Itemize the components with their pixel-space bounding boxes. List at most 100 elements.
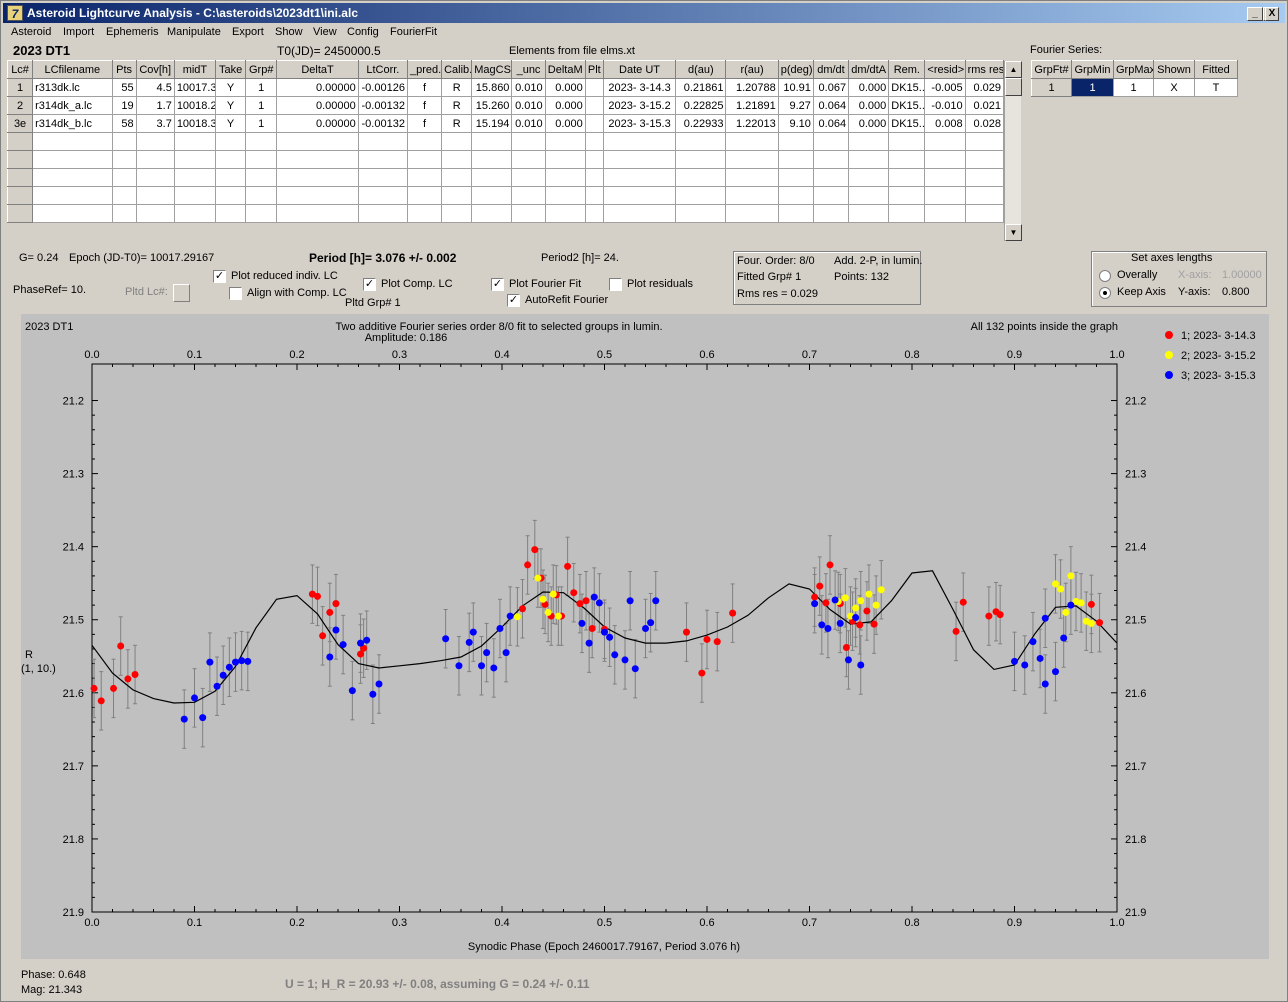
table-cell[interactable] <box>471 204 513 223</box>
table-cell[interactable] <box>471 132 513 151</box>
table-cell[interactable] <box>725 150 779 169</box>
table-cell[interactable]: 10017.3 <box>173 78 217 97</box>
table-cell[interactable] <box>245 204 278 223</box>
column-header[interactable]: Take <box>215 60 247 79</box>
table-cell[interactable] <box>215 132 247 151</box>
table-cell[interactable]: 9.10 <box>777 114 814 133</box>
table-scrollbar[interactable]: ▲ ▼ <box>1004 61 1022 241</box>
table-cell[interactable]: 0.029 <box>964 78 1005 97</box>
column-header[interactable]: r(au) <box>725 60 779 79</box>
table-cell[interactable] <box>245 168 278 187</box>
column-header[interactable]: _unc <box>511 60 546 79</box>
table-cell[interactable] <box>544 132 586 151</box>
column-header[interactable]: p(deg) <box>777 60 814 79</box>
row-header[interactable]: 3e <box>6 114 34 133</box>
table-cell[interactable] <box>357 168 408 187</box>
empty-row[interactable] <box>6 204 1005 223</box>
table-cell[interactable] <box>406 150 443 169</box>
table-cell[interactable]: 4.5 <box>135 78 175 97</box>
column-header[interactable]: Rem. <box>888 60 926 79</box>
table-cell[interactable]: 0.000 <box>848 96 890 115</box>
table-cell[interactable] <box>964 168 1005 187</box>
table-cell[interactable]: Y <box>215 96 247 115</box>
table-cell[interactable] <box>441 150 473 169</box>
menu-manipulate[interactable]: Manipulate <box>167 26 221 38</box>
column-header[interactable]: Cov[h] <box>135 60 175 79</box>
table-cell[interactable]: 0.00000 <box>276 78 359 97</box>
table-cell[interactable]: -0.00132 <box>357 114 408 133</box>
table-cell[interactable] <box>441 204 473 223</box>
table-cell[interactable] <box>135 150 175 169</box>
column-header[interactable]: <resid> <box>924 60 966 79</box>
table-cell[interactable] <box>725 186 779 205</box>
row-header[interactable] <box>6 204 34 223</box>
table-cell[interactable]: 0.000 <box>848 78 890 97</box>
table-cell[interactable] <box>725 132 779 151</box>
table-cell[interactable]: 1.22013 <box>725 114 779 133</box>
table-cell[interactable]: 0.00000 <box>276 96 359 115</box>
table-cell[interactable] <box>964 204 1005 223</box>
table-cell[interactable]: R <box>441 114 473 133</box>
table-cell[interactable] <box>215 150 247 169</box>
fourier-cell[interactable]: 1 <box>1031 78 1072 97</box>
table-cell[interactable] <box>357 204 408 223</box>
table-cell[interactable] <box>924 150 966 169</box>
table-cell[interactable]: R <box>441 96 473 115</box>
table-cell[interactable] <box>135 132 175 151</box>
fourier-column-header[interactable]: GrpMin <box>1071 60 1114 79</box>
table-cell[interactable] <box>964 186 1005 205</box>
table-cell[interactable] <box>135 204 175 223</box>
table-cell[interactable] <box>584 186 604 205</box>
table-cell[interactable] <box>276 204 359 223</box>
table-cell[interactable]: R <box>441 78 473 97</box>
row-header[interactable] <box>6 168 34 187</box>
menu-config[interactable]: Config <box>347 26 379 38</box>
column-header[interactable]: rms res <box>964 60 1005 79</box>
table-cell[interactable] <box>215 168 247 187</box>
column-header[interactable]: Pts <box>111 60 137 79</box>
menu-import[interactable]: Import <box>63 26 95 38</box>
fourier-cell[interactable]: 1 <box>1113 78 1154 97</box>
table-cell[interactable] <box>276 186 359 205</box>
column-header[interactable]: LCfilename <box>32 60 113 79</box>
table-cell[interactable] <box>888 204 926 223</box>
column-header[interactable]: Calib. <box>441 60 473 79</box>
table-cell[interactable]: 2023- 3-15.2 <box>602 96 677 115</box>
table-cell[interactable]: 58 <box>111 114 137 133</box>
table-cell[interactable]: 2023- 3-14.3 <box>602 78 677 97</box>
table-cell[interactable] <box>32 168 113 187</box>
row-header[interactable] <box>6 132 34 151</box>
table-cell[interactable]: DK15.. <box>888 96 926 115</box>
table-cell[interactable] <box>135 186 175 205</box>
table-cell[interactable]: 10018.3 <box>173 114 217 133</box>
table-cell[interactable] <box>602 150 677 169</box>
table-cell[interactable] <box>924 204 966 223</box>
minimize-button[interactable]: _ <box>1247 7 1263 21</box>
close-button[interactable]: X <box>1265 7 1279 21</box>
table-cell[interactable] <box>544 186 586 205</box>
row-header[interactable]: 2 <box>6 96 34 115</box>
table-cell[interactable] <box>777 204 814 223</box>
table-cell[interactable] <box>215 204 247 223</box>
fourier-cell[interactable]: T <box>1194 78 1238 97</box>
table-cell[interactable]: -0.00132 <box>357 96 408 115</box>
table-cell[interactable] <box>584 132 604 151</box>
table-cell[interactable] <box>675 168 727 187</box>
table-cell[interactable] <box>441 186 473 205</box>
table-cell[interactable]: 0.21861 <box>675 78 727 97</box>
table-cell[interactable]: 0.021 <box>964 96 1005 115</box>
table-cell[interactable]: 15.860 <box>471 78 513 97</box>
table-row[interactable]: 1 r313dk.lc 55 4.5 10017.3 Y 1 0.00000 -0.00126 f… <box>6 78 1005 97</box>
column-header[interactable]: MagCS <box>471 60 513 79</box>
table-cell[interactable] <box>812 186 850 205</box>
empty-row[interactable] <box>6 168 1005 187</box>
table-cell[interactable] <box>173 150 217 169</box>
table-cell[interactable]: 0.22825 <box>675 96 727 115</box>
column-header[interactable]: Plt <box>584 60 604 79</box>
table-cell[interactable] <box>173 168 217 187</box>
table-cell[interactable] <box>276 150 359 169</box>
table-cell[interactable]: 0.000 <box>544 96 586 115</box>
scroll-down-icon[interactable]: ▼ <box>1005 224 1022 241</box>
table-cell[interactable] <box>32 150 113 169</box>
table-cell[interactable] <box>924 132 966 151</box>
